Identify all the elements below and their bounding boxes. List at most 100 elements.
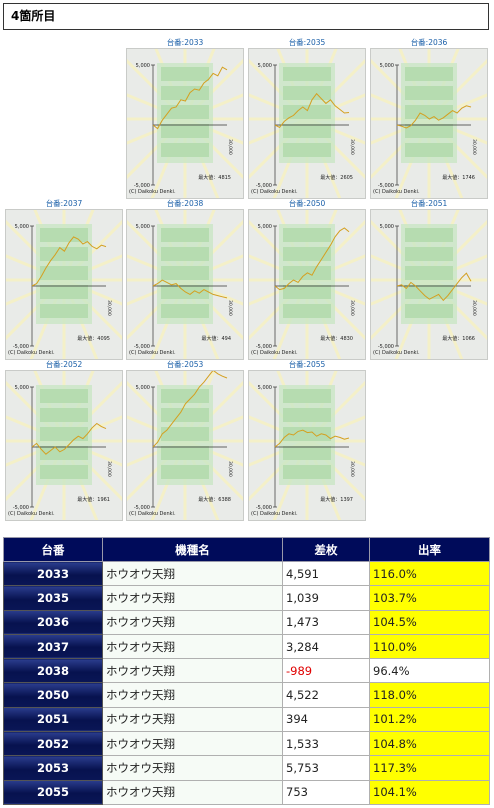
max-value-prefix: 最大値： xyxy=(77,496,97,503)
max-value: 2605 xyxy=(340,175,353,181)
graph-machine-label[interactable]: 台番:2036 xyxy=(410,38,448,47)
max-value-label: 最大値：494 xyxy=(201,335,231,342)
diff-value: 394 xyxy=(282,706,370,733)
machine-number-link[interactable]: 2033 xyxy=(3,560,103,587)
background-stripe xyxy=(161,427,209,441)
header-machine-name: 機種名 xyxy=(102,537,283,562)
max-value-prefix: 最大値： xyxy=(320,335,340,342)
machine-name: ホウオウ天翔 xyxy=(102,633,283,660)
background-stripe xyxy=(40,228,88,242)
graph-tile[interactable]: 台番:2053 5,000 -5,000 30,000 最大値：6388 (C) Daik… xyxy=(126,359,244,521)
graph-machine-label[interactable]: 台番:2050 xyxy=(288,199,326,208)
background-stripe xyxy=(405,86,453,100)
graph-tile[interactable]: 台番:2033 5,000 -5,000 30,000 最大値：4815 (C) Daik… xyxy=(126,37,244,199)
machine-number-link[interactable]: 2035 xyxy=(3,585,103,611)
machine-name: ホウオウ天翔 xyxy=(102,609,283,635)
max-value-label: 最大値：2605 xyxy=(320,174,353,181)
background-stripe xyxy=(161,408,209,422)
background-stripe xyxy=(161,389,209,403)
graph-machine-label[interactable]: 台番:2053 xyxy=(166,360,204,369)
machine-number-link[interactable]: 2036 xyxy=(3,609,103,635)
graph-machine-label[interactable]: 台番:2051 xyxy=(410,199,448,208)
rate-value: 118.0% xyxy=(369,682,490,708)
graph-tile[interactable]: 台番:2050 5,000 -5,000 30,000 最大値：4830 (C) Daik… xyxy=(248,198,366,360)
slump-line xyxy=(274,92,350,129)
graph-tile[interactable]: 台番:2038 5,000 -5,000 30,000 最大値：494 (C) Daiko… xyxy=(126,198,244,360)
background-stripe xyxy=(40,247,88,261)
graph-machine-label[interactable]: 台番:2052 xyxy=(45,360,83,369)
max-value-prefix: 最大値： xyxy=(320,496,340,503)
max-value-label: 最大値：1066 xyxy=(442,335,475,342)
graph-tile[interactable]: 台番:2035 5,000 -5,000 30,000 最大値：2605 (C) Daik… xyxy=(248,37,366,199)
background-stripe xyxy=(161,446,209,460)
machine-name: ホウオウ天翔 xyxy=(102,560,283,587)
background-stripe xyxy=(283,465,331,479)
header-rate: 出率 xyxy=(369,537,490,562)
machine-number-link[interactable]: 2050 xyxy=(3,682,103,708)
graph-tile[interactable]: 台番:2055 5,000 -5,000 30,000 最大値：1397 (C) Daik… xyxy=(248,359,366,521)
x-axis-label: 30,000 xyxy=(471,300,477,316)
graph-tile[interactable]: 台番:2036 5,000 -5,000 30,000 最大値：1746 (C) Daik… xyxy=(370,37,488,199)
table-row: 2052 ホウオウ天翔 1,533 104.8% xyxy=(3,731,490,757)
y-bottom-label: -5,000 xyxy=(256,344,272,350)
x-axis-label: 30,000 xyxy=(471,139,477,155)
graph-machine-label[interactable]: 台番:2033 xyxy=(166,38,204,47)
graph-machine-label[interactable]: 台番:2038 xyxy=(166,199,204,208)
copyright-label: (C) Daikoku Denki. xyxy=(251,189,298,195)
max-value-label: 最大値：1961 xyxy=(77,496,110,503)
y-top-label: 5,000 xyxy=(380,224,394,230)
graph-machine-label[interactable]: 台番:2037 xyxy=(45,199,83,208)
background-stripe xyxy=(161,143,209,157)
graph-tile[interactable]: 台番:2052 5,000 -5,000 30,000 最大値：1961 (C) Daik… xyxy=(5,359,123,521)
machine-number-link[interactable]: 2052 xyxy=(3,731,103,757)
slump-line xyxy=(396,272,472,302)
graph-machine-label[interactable]: 台番:2035 xyxy=(288,38,326,47)
background-stripe xyxy=(283,67,331,81)
max-value-prefix: 最大値： xyxy=(198,174,218,181)
background-stripe xyxy=(283,304,331,318)
x-axis-label: 30,000 xyxy=(227,139,233,155)
y-top-label: 5,000 xyxy=(258,63,272,69)
copyright-label: (C) Daikoku Denki. xyxy=(251,350,298,356)
max-value-prefix: 最大値： xyxy=(442,174,462,181)
y-top-label: 5,000 xyxy=(258,385,272,391)
background-stripe xyxy=(405,304,453,318)
graph-tile[interactable]: 台番:2051 5,000 -5,000 30,000 最大値：1066 (C) Daik… xyxy=(370,198,488,360)
machine-name: ホウオウ天翔 xyxy=(102,755,283,781)
machine-number-link[interactable]: 2053 xyxy=(3,755,103,781)
background-stripe xyxy=(161,465,209,479)
y-top-label: 5,000 xyxy=(258,224,272,230)
machine-number-link[interactable]: 2055 xyxy=(3,779,103,805)
slump-line xyxy=(152,371,228,448)
graph-tile[interactable]: 台番:2037 5,000 -5,000 30,000 最大値：4095 (C) Daik… xyxy=(5,198,123,360)
max-value: 1397 xyxy=(340,497,353,503)
max-value: 1961 xyxy=(97,497,110,503)
max-value-label: 最大値：4815 xyxy=(198,174,231,181)
rate-value: 103.7% xyxy=(369,585,490,611)
machine-number-link[interactable]: 2038 xyxy=(3,658,103,684)
machine-name: ホウオウ天翔 xyxy=(102,731,283,757)
background-stripe xyxy=(161,105,209,119)
x-axis-label: 30,000 xyxy=(106,461,112,477)
copyright-label: (C) Daikoku Denki. xyxy=(129,511,176,517)
y-bottom-label: -5,000 xyxy=(378,344,394,350)
diff-value: 3,284 xyxy=(282,633,370,660)
y-bottom-label: -5,000 xyxy=(13,344,29,350)
machine-name: ホウオウ天翔 xyxy=(102,585,283,611)
max-value-prefix: 最大値： xyxy=(320,174,340,181)
background-stripe xyxy=(283,247,331,261)
y-top-label: 5,000 xyxy=(136,224,150,230)
rate-value: 117.3% xyxy=(369,755,490,781)
machine-number-link[interactable]: 2037 xyxy=(3,633,103,660)
x-axis-label: 30,000 xyxy=(227,461,233,477)
diff-value: 5,753 xyxy=(282,755,370,781)
background-stripe xyxy=(40,427,88,441)
background-stripe xyxy=(405,247,453,261)
y-bottom-label: -5,000 xyxy=(134,505,150,511)
y-bottom-label: -5,000 xyxy=(13,505,29,511)
background-stripe xyxy=(283,408,331,422)
machine-number-link[interactable]: 2051 xyxy=(3,706,103,733)
diff-value: 4,522 xyxy=(282,682,370,708)
slump-line xyxy=(396,105,472,129)
graph-machine-label[interactable]: 台番:2055 xyxy=(288,360,326,369)
